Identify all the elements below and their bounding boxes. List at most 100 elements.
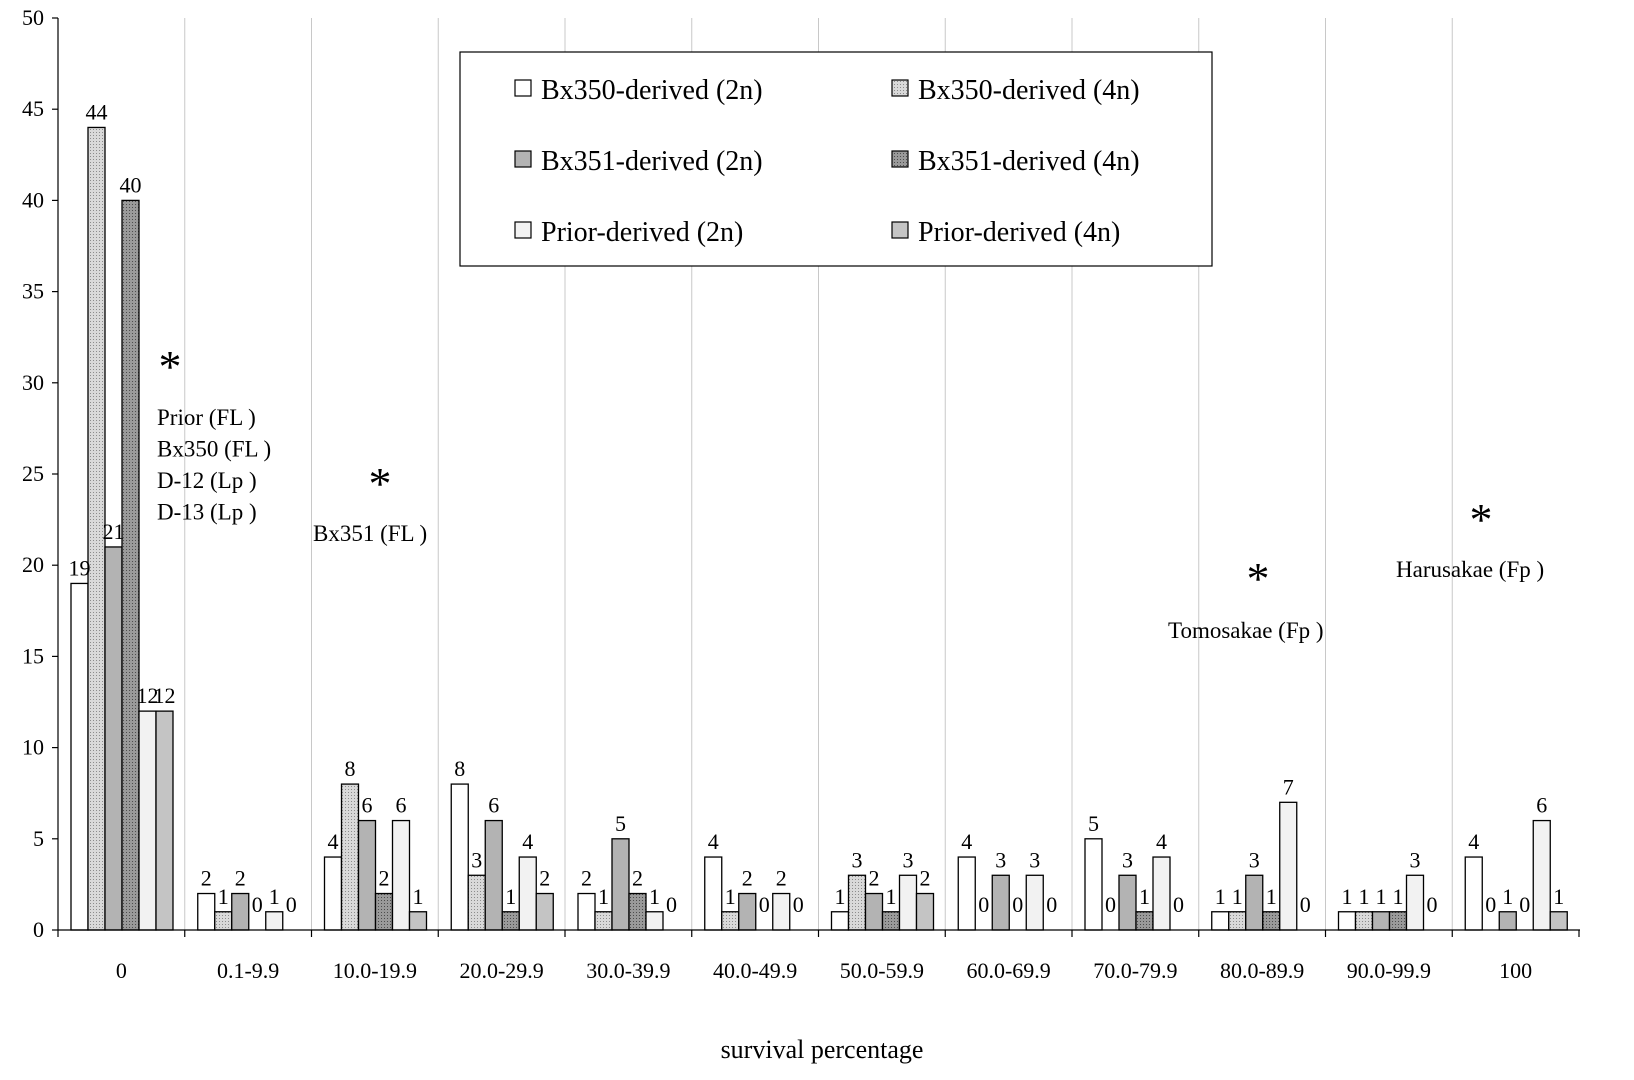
bar bbox=[847, 874, 867, 931]
asterisk-marker: * bbox=[369, 458, 392, 509]
bar bbox=[121, 199, 140, 931]
bar-value-label: 0 bbox=[793, 892, 804, 917]
bar-value-label: 3 bbox=[471, 847, 482, 872]
cultivar-annotation: Harusakae (Fp ) bbox=[1396, 557, 1544, 582]
bar bbox=[1152, 856, 1171, 931]
bar-value-label: 1 bbox=[1215, 884, 1226, 909]
x-tick-label: 60.0-69.9 bbox=[966, 958, 1050, 983]
bar-value-label: 1 bbox=[1232, 884, 1243, 909]
y-tick-label: 35 bbox=[22, 279, 44, 304]
bar-value-label: 3 bbox=[1249, 847, 1260, 872]
x-tick-label: 0.1-9.9 bbox=[217, 958, 279, 983]
cultivar-annotation: Prior (FL ) bbox=[157, 405, 256, 430]
y-tick-label: 10 bbox=[22, 735, 44, 760]
bar-value-label: 7 bbox=[1283, 774, 1294, 799]
bar-value-label: 2 bbox=[869, 866, 880, 891]
bar bbox=[864, 892, 884, 931]
bar-value-label: 5 bbox=[615, 811, 626, 836]
bar-value-label: 2 bbox=[920, 866, 931, 891]
bar bbox=[1262, 911, 1281, 931]
bar-value-label: 1 bbox=[1393, 884, 1404, 909]
bar bbox=[323, 856, 343, 931]
bar bbox=[518, 856, 537, 931]
bar bbox=[340, 783, 360, 931]
bar-value-label: 1 bbox=[218, 884, 229, 909]
bar bbox=[881, 911, 901, 931]
bar bbox=[1498, 911, 1517, 931]
bar-value-label: 2 bbox=[379, 866, 390, 891]
bar-value-label: 1 bbox=[1342, 884, 1353, 909]
bar-value-label: 4 bbox=[708, 829, 719, 854]
bar-value-label: 12 bbox=[154, 683, 176, 708]
bar bbox=[1337, 911, 1357, 931]
asterisk-marker: * bbox=[1470, 494, 1493, 545]
bar-value-label: 0 bbox=[1173, 892, 1184, 917]
x-tick-label: 80.0-89.9 bbox=[1220, 958, 1304, 983]
y-tick-label: 20 bbox=[22, 552, 44, 577]
bar bbox=[155, 710, 174, 931]
x-tick-label: 20.0-29.9 bbox=[459, 958, 543, 983]
bar-value-label: 1 bbox=[649, 884, 660, 909]
cultivar-annotation: Bx351 (FL ) bbox=[313, 521, 427, 546]
bar bbox=[1464, 856, 1483, 931]
bar-value-label: 0 bbox=[759, 892, 770, 917]
cultivar-annotation: Bx350 (FL ) bbox=[157, 437, 271, 462]
bar bbox=[535, 892, 554, 931]
legend-label: Prior-derived (2n) bbox=[541, 217, 743, 248]
bar bbox=[1371, 911, 1391, 931]
bar-value-label: 19 bbox=[69, 555, 91, 580]
legend-swatch bbox=[891, 150, 909, 168]
legend-box bbox=[459, 51, 1213, 267]
bar bbox=[611, 838, 630, 931]
bar-value-label: 8 bbox=[345, 756, 356, 781]
bar-value-label: 0 bbox=[286, 892, 297, 917]
cultivar-annotation: D-12 (Lp ) bbox=[157, 468, 257, 493]
bar-value-label: 2 bbox=[776, 866, 787, 891]
bar bbox=[991, 874, 1010, 931]
bar bbox=[467, 874, 486, 931]
cultivar-annotation: Tomosakae (Fp ) bbox=[1168, 618, 1324, 643]
bar-value-label: 1 bbox=[269, 884, 280, 909]
y-tick-label: 30 bbox=[22, 370, 44, 395]
bar bbox=[70, 582, 89, 931]
bar bbox=[391, 819, 411, 931]
bar-value-label: 1 bbox=[835, 884, 846, 909]
bar bbox=[1135, 911, 1154, 931]
bar bbox=[231, 892, 250, 931]
bar bbox=[1118, 874, 1137, 931]
bar-value-label: 3 bbox=[903, 847, 914, 872]
bar bbox=[628, 892, 647, 931]
bar bbox=[1405, 874, 1425, 931]
bar bbox=[772, 892, 791, 931]
bar-value-label: 0 bbox=[1012, 892, 1023, 917]
legend-label: Bx351-derived (2n) bbox=[541, 146, 763, 177]
bar bbox=[214, 911, 233, 931]
bar bbox=[1279, 801, 1298, 931]
y-tick-label: 45 bbox=[22, 96, 44, 121]
bar bbox=[1354, 911, 1374, 931]
bar-value-label: 0 bbox=[1300, 892, 1311, 917]
bar bbox=[138, 710, 157, 931]
y-tick-label: 50 bbox=[22, 5, 44, 30]
bar-value-label: 2 bbox=[539, 866, 550, 891]
bar bbox=[1228, 911, 1247, 931]
y-tick-label: 15 bbox=[22, 643, 44, 668]
bar bbox=[645, 911, 664, 931]
bar bbox=[1245, 874, 1264, 931]
bar-value-label: 0 bbox=[1105, 892, 1116, 917]
legend-label: Bx351-derived (4n) bbox=[918, 146, 1140, 177]
legend-swatch bbox=[514, 221, 532, 239]
bar-value-label: 12 bbox=[137, 683, 159, 708]
bar-value-label: 1 bbox=[1376, 884, 1387, 909]
bar-value-label: 4 bbox=[1156, 829, 1167, 854]
bar bbox=[577, 892, 596, 931]
bar-value-label: 5 bbox=[1088, 811, 1099, 836]
bar bbox=[721, 911, 740, 931]
bar-value-label: 1 bbox=[725, 884, 736, 909]
bar-value-label: 4 bbox=[522, 829, 533, 854]
bar bbox=[104, 546, 123, 931]
legend-swatch bbox=[514, 150, 532, 168]
bar bbox=[738, 892, 757, 931]
